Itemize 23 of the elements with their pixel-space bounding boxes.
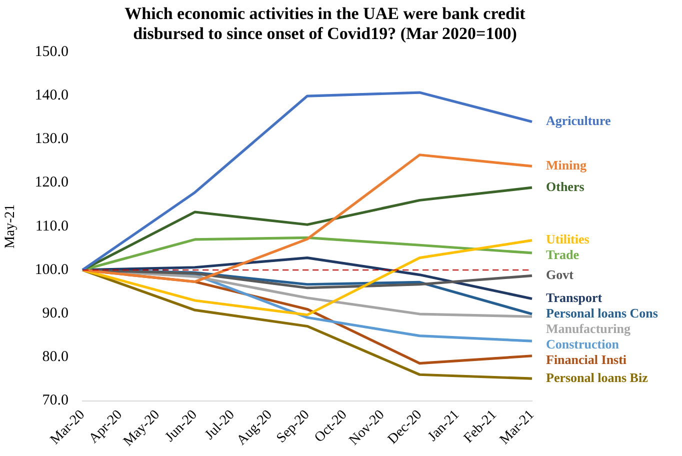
series-label: Utilities: [546, 232, 590, 247]
series-label: Construction: [546, 336, 620, 352]
series-label: Financial Insti: [546, 352, 627, 368]
y-tick-label: 80.0: [42, 349, 69, 366]
series-label: Mining: [546, 158, 587, 173]
y-tick-label: 150.0: [34, 44, 69, 60]
y-tick-label: 140.0: [34, 88, 69, 104]
y-tick-label: 120.0: [34, 174, 69, 191]
series-label: Personal loans Biz: [546, 370, 648, 385]
series-label: Govt: [546, 267, 574, 282]
y-tick-label: 100.0: [34, 262, 69, 278]
series-label: Others: [546, 178, 584, 194]
chart-title: Which economic activities in the UAE were bank credit disbursed to since onset of Covid19? (Mar 2020=100): [124, 4, 526, 44]
y-axis-title: May-21: [3, 204, 18, 249]
series-label: Personal loans Cons: [546, 306, 658, 321]
series-label: Manufacturing: [546, 321, 631, 336]
y-tick-label: 130.0: [34, 131, 69, 148]
series-label: Trade: [546, 247, 580, 262]
y-tick-label: 90.0: [42, 306, 69, 322]
series-label: Agriculture: [546, 113, 611, 128]
y-tick-label: 110.0: [35, 218, 69, 234]
series-label: Transport: [546, 290, 603, 306]
y-tick-label: 70.0: [42, 392, 69, 409]
